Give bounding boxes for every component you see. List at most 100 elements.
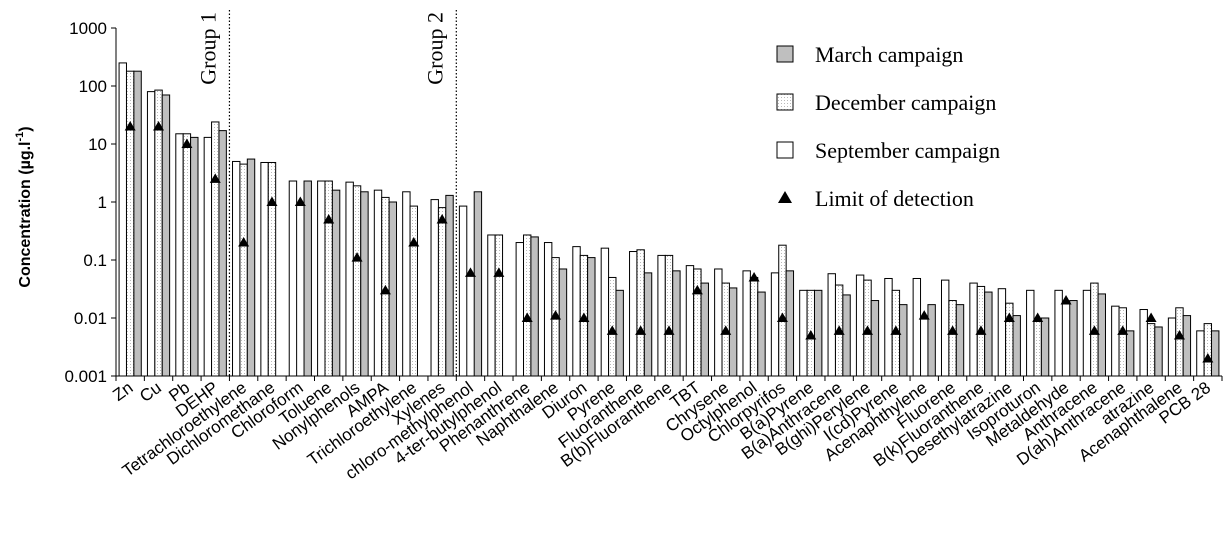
march-bar bbox=[842, 294, 851, 377]
lod-marker bbox=[663, 325, 675, 335]
legend-september-swatch bbox=[776, 141, 794, 159]
september-bar bbox=[884, 277, 893, 377]
march-bar bbox=[161, 94, 171, 377]
lod-marker bbox=[918, 310, 930, 320]
march-bar bbox=[1012, 315, 1021, 377]
march-bar bbox=[672, 270, 681, 377]
march-bar bbox=[955, 304, 965, 377]
september-bar bbox=[1196, 330, 1205, 377]
lod-marker bbox=[862, 325, 874, 335]
september-bar bbox=[1026, 289, 1035, 377]
march-bar bbox=[360, 191, 369, 377]
bars-layer bbox=[118, 62, 1220, 377]
lod-marker bbox=[1003, 312, 1015, 322]
legend-lod-swatch bbox=[778, 191, 792, 203]
september-bar bbox=[118, 62, 127, 377]
september-bar bbox=[260, 161, 269, 377]
y-axis-label: Concentration (µg.l-1) bbox=[14, 126, 34, 287]
december-bar bbox=[324, 180, 333, 377]
december-bar bbox=[154, 89, 163, 377]
axes-layer: Zn Cu PbDEHPTetrachloroethyleneDichloromet… bbox=[64, 19, 1223, 483]
september-bar bbox=[827, 273, 836, 377]
december-bar bbox=[1118, 307, 1127, 377]
group-label: Group 1 bbox=[195, 12, 220, 85]
march-bar bbox=[1211, 330, 1220, 377]
september-bar bbox=[288, 180, 298, 377]
legend-march-swatch bbox=[776, 45, 794, 63]
march-bar bbox=[700, 282, 709, 377]
lod-marker bbox=[635, 325, 647, 335]
y-tick-label: 100 bbox=[79, 77, 107, 96]
lod-marker bbox=[266, 196, 278, 206]
september-bar bbox=[657, 254, 666, 377]
march-bar bbox=[530, 236, 539, 377]
march-bar bbox=[1182, 315, 1192, 377]
y-tick-label: 0.001 bbox=[64, 367, 107, 386]
lod-marker bbox=[720, 325, 732, 335]
september-bar bbox=[430, 199, 439, 377]
march-bar bbox=[558, 268, 568, 377]
september-bar bbox=[487, 234, 496, 377]
y-tick-label: 1000 bbox=[69, 19, 107, 38]
lod-marker bbox=[521, 312, 533, 322]
december-bar bbox=[636, 249, 645, 377]
lod-marker bbox=[833, 325, 845, 335]
march-bar bbox=[388, 201, 398, 377]
y-tick-label: 0.1 bbox=[83, 251, 107, 270]
march-bar bbox=[728, 287, 738, 377]
december-bar bbox=[1203, 323, 1213, 377]
x-tick-label: Zn bbox=[109, 378, 136, 405]
legend: March campaign December campaign September… bbox=[776, 42, 1000, 211]
december-bar bbox=[1175, 307, 1184, 377]
september-bar bbox=[1111, 305, 1120, 377]
september-bar bbox=[799, 289, 808, 377]
lod-marker bbox=[1145, 312, 1157, 322]
september-bar bbox=[402, 191, 411, 377]
december-bar bbox=[749, 276, 759, 377]
lod-markers-layer bbox=[124, 121, 1214, 363]
lod-marker bbox=[1117, 325, 1129, 335]
september-bar bbox=[317, 180, 326, 377]
september-bar bbox=[997, 288, 1007, 377]
lod-marker bbox=[606, 325, 618, 335]
september-bar bbox=[175, 133, 184, 377]
december-bar bbox=[948, 300, 957, 377]
march-bar bbox=[1040, 317, 1050, 377]
september-bar bbox=[203, 136, 213, 377]
december-bar bbox=[182, 133, 192, 377]
september-bar bbox=[1082, 289, 1092, 377]
december-bar bbox=[352, 185, 362, 377]
september-bar bbox=[714, 268, 723, 377]
lod-marker bbox=[464, 267, 476, 277]
september-bar bbox=[912, 277, 922, 377]
september-bar bbox=[458, 205, 468, 377]
december-bar bbox=[1146, 323, 1156, 377]
march-bar bbox=[1069, 300, 1078, 377]
lod-marker bbox=[436, 213, 448, 224]
lod-marker bbox=[351, 252, 363, 262]
group-label: Group 2 bbox=[422, 12, 447, 85]
march-bar bbox=[813, 289, 823, 377]
lod-marker bbox=[691, 284, 703, 295]
legend-label: March campaign bbox=[815, 42, 963, 67]
march-bar bbox=[133, 70, 142, 377]
september-bar bbox=[855, 274, 865, 377]
lod-marker bbox=[1202, 353, 1214, 363]
march-bar bbox=[1097, 293, 1106, 377]
lod-marker bbox=[379, 284, 391, 295]
lod-marker bbox=[947, 325, 959, 335]
december-bar bbox=[437, 207, 447, 377]
september-bar bbox=[1167, 317, 1177, 377]
december-bar bbox=[267, 161, 277, 377]
lod-marker bbox=[124, 121, 136, 131]
lod-marker bbox=[238, 237, 250, 247]
march-bar bbox=[1125, 330, 1135, 377]
september-bar bbox=[742, 270, 751, 377]
september-bar bbox=[1139, 309, 1148, 377]
december-bar bbox=[664, 254, 674, 377]
march-bar bbox=[246, 158, 256, 377]
lod-marker bbox=[153, 121, 165, 131]
legend-label: December campaign bbox=[815, 90, 996, 115]
march-bar bbox=[1154, 326, 1163, 377]
